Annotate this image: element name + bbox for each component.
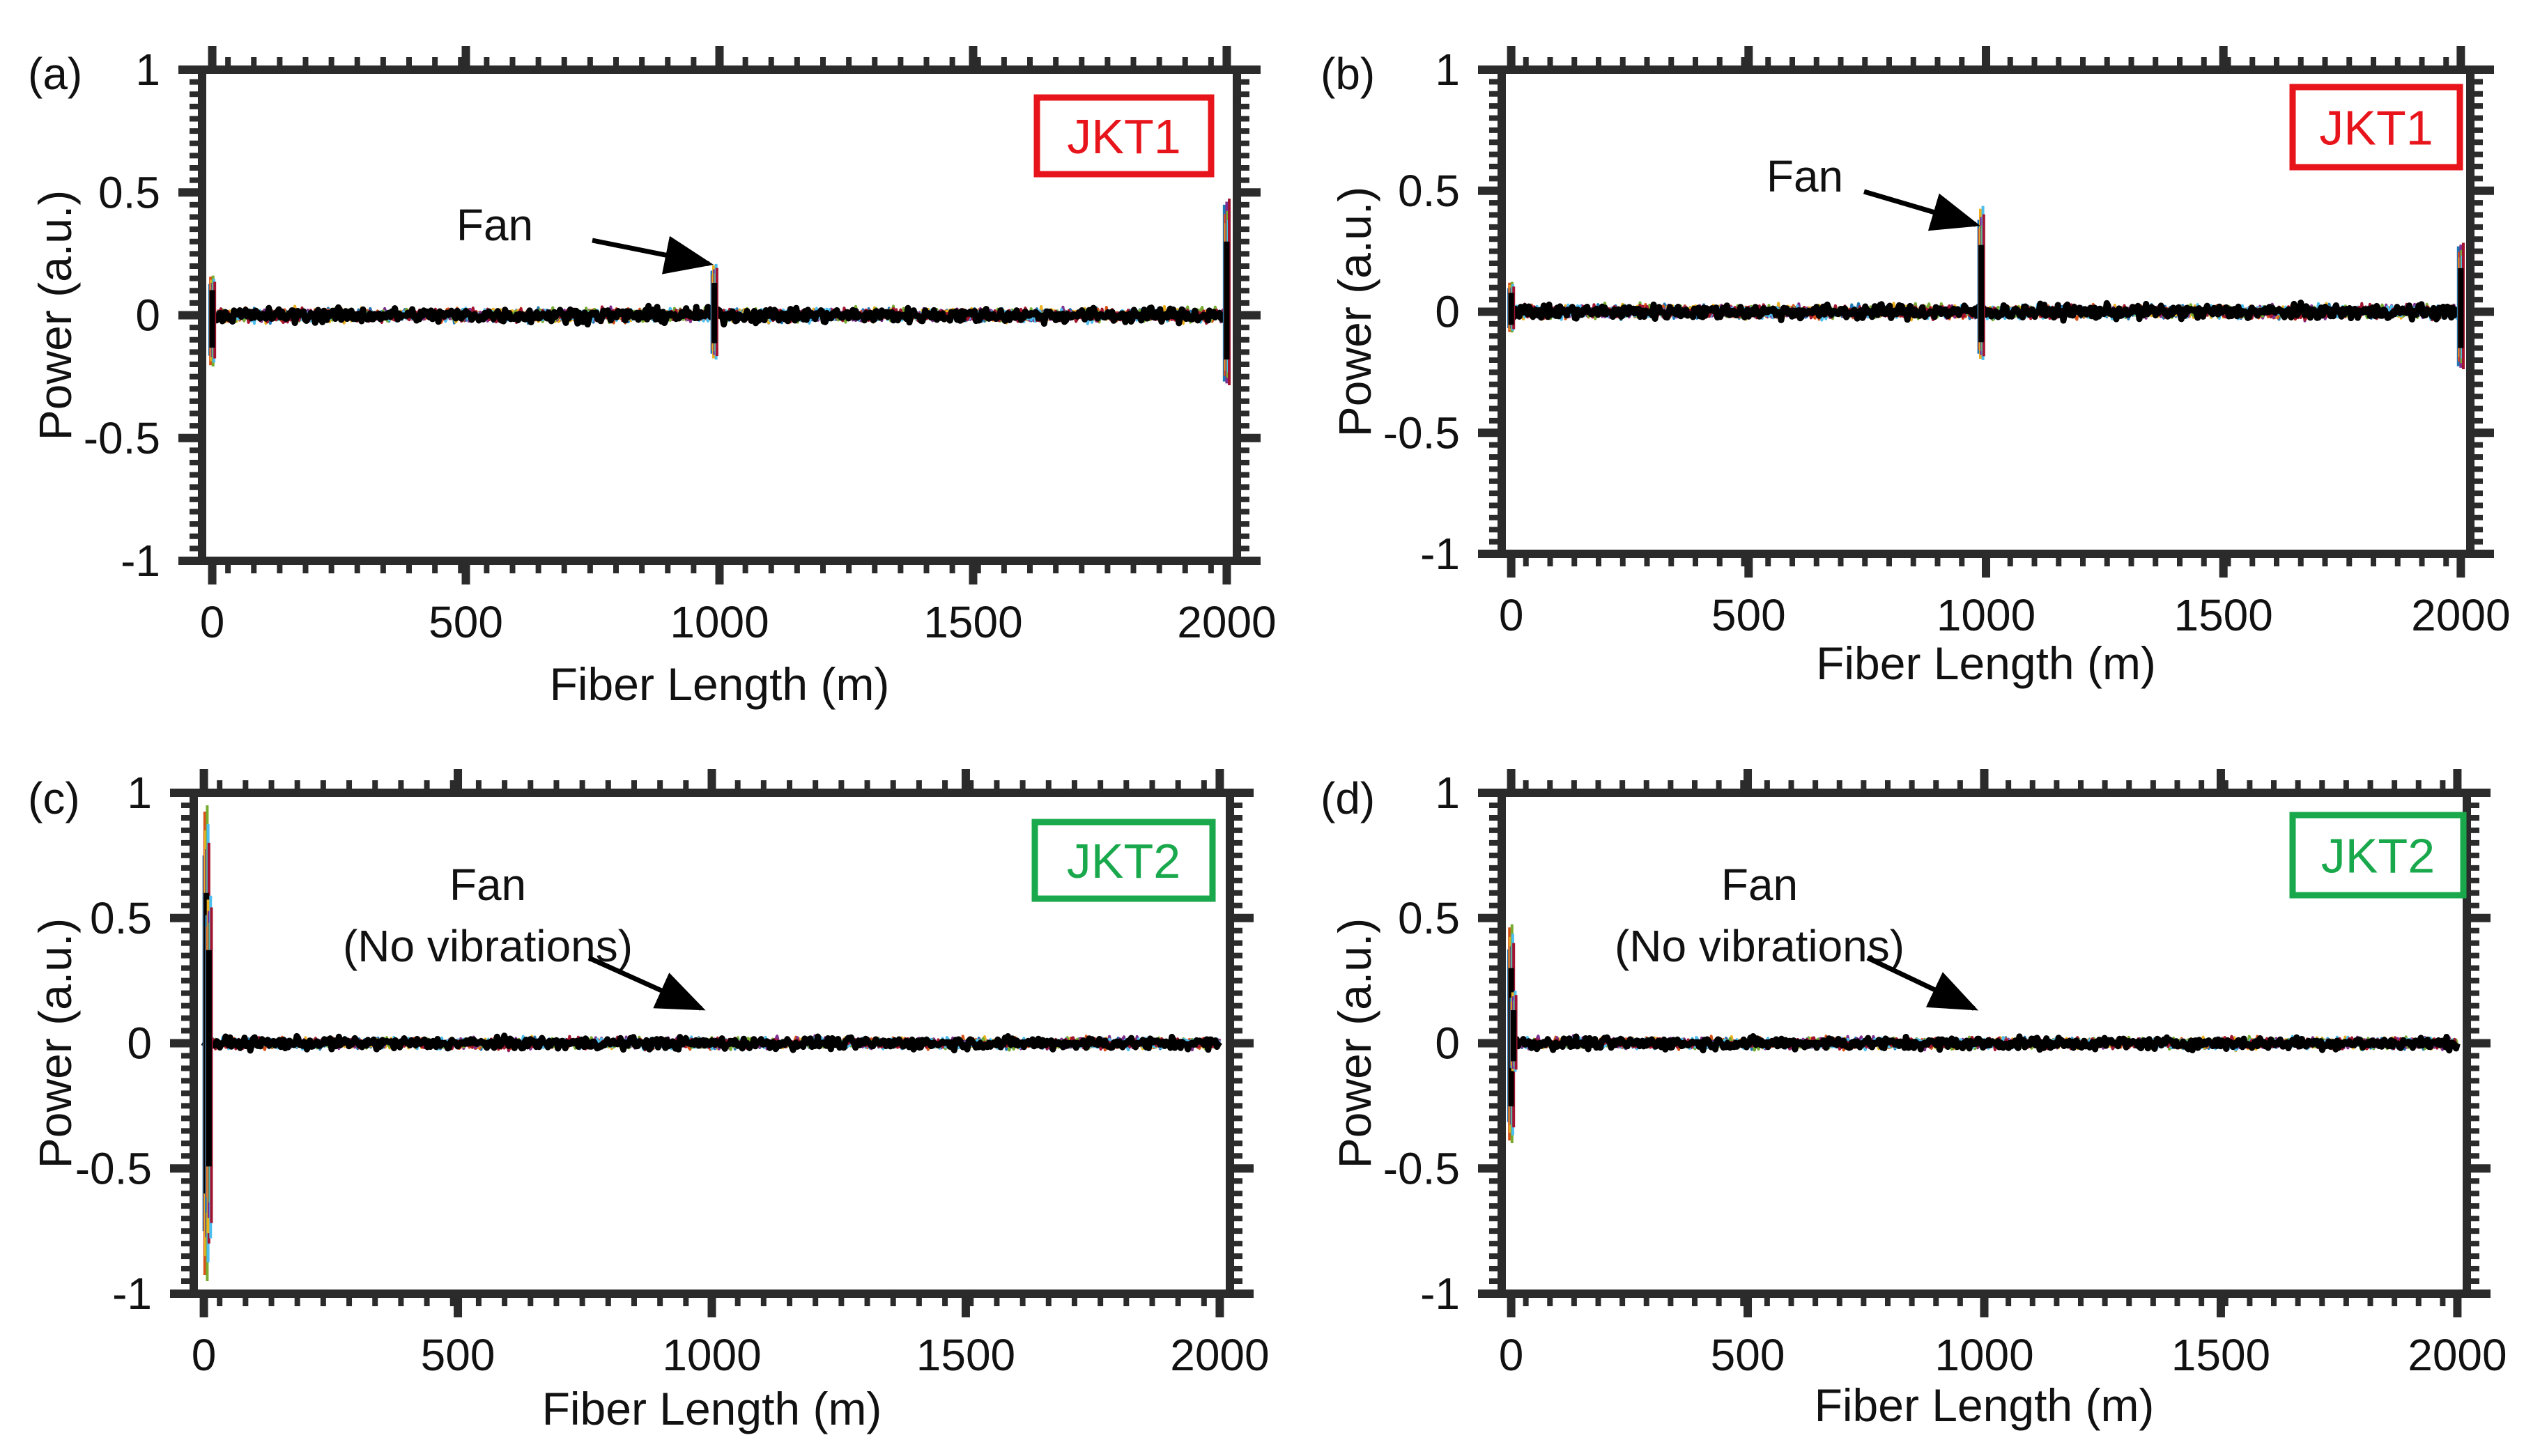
x-tick-label: 1000	[662, 1330, 761, 1380]
annotation-text: Fan	[456, 200, 533, 250]
trace-group	[1507, 924, 2461, 1143]
x-axis-title: Fiber Length (m)	[542, 1383, 882, 1434]
y-tick-label: 1	[135, 45, 160, 95]
x-tick-label: 500	[1711, 1330, 1785, 1380]
y-tick-label: -0.5	[84, 413, 160, 463]
y-tick-label: -1	[1420, 529, 1460, 579]
y-tick-label: -1	[121, 536, 160, 586]
x-tick-label: 1000	[1937, 590, 2035, 640]
annotation-text: Fan	[449, 860, 526, 910]
trace-group	[208, 199, 1231, 385]
trace-group	[201, 805, 1222, 1282]
chart-panel-b: 0 500 1000 1500 2000 -1 -0.5 0 0.5 1 Fiber Length …	[1321, 45, 2511, 689]
y-axis-title: Power (a.u.)	[1329, 187, 1380, 437]
chart-panel-c: 0 500 1000 1500 2000 -1 -0.5 0 0.5 1 Fiber Length …	[28, 768, 1270, 1434]
series-trace	[209, 302, 1229, 328]
x-tick-label: 0	[1499, 590, 1524, 640]
tag-label: JKT1	[2319, 101, 2433, 155]
x-tick-label: 500	[429, 597, 503, 647]
tag-box	[2289, 812, 2467, 899]
annotation-text: (No vibrations)	[343, 921, 633, 971]
tag-box	[1031, 819, 1216, 902]
trace-group	[1507, 206, 2465, 370]
y-tick-label: 0	[127, 1019, 152, 1069]
x-tick-label: 0	[200, 597, 225, 647]
y-axis-title: Power (a.u.)	[29, 190, 81, 440]
x-tick-label: 1500	[2171, 1330, 2270, 1380]
panel-label: (d)	[1321, 773, 1375, 823]
x-tick-label: 0	[1499, 1330, 1524, 1380]
series-trace	[1508, 1033, 2461, 1054]
x-tick-label: 1500	[2173, 590, 2272, 640]
x-tick-label: 1500	[916, 1330, 1015, 1380]
y-axis-title: Power (a.u.)	[1329, 918, 1380, 1168]
x-tick-label: 500	[421, 1330, 495, 1380]
panel-label: (b)	[1321, 49, 1375, 99]
y-tick-label: 1	[127, 768, 152, 818]
x-tick-label: 0	[192, 1330, 217, 1380]
x-tick-label: 2000	[2411, 590, 2510, 640]
annotation-text: Fan	[1767, 151, 1843, 201]
annotation-text: (No vibrations)	[1615, 921, 1904, 971]
annotation-arrow	[587, 955, 706, 1011]
y-tick-label: -1	[1420, 1269, 1460, 1319]
tag-label: JKT2	[2321, 829, 2435, 883]
x-tick-label: 2000	[1170, 1330, 1269, 1380]
y-axis-title: Power (a.u.)	[29, 918, 81, 1168]
x-axis-title: Fiber Length (m)	[550, 658, 890, 710]
series-trace	[201, 1032, 1222, 1054]
x-tick-label: 1000	[1934, 1330, 2033, 1380]
chart-panel-a: 0 500 1000 1500 2000 -1 -0.5 0 0.5 1 Fiber Length …	[28, 45, 1277, 710]
annotation-arrow	[1866, 955, 1979, 1011]
x-axis-title: Fiber Length (m)	[1816, 637, 2156, 689]
tag-label: JKT1	[1067, 109, 1180, 164]
annotation-text: Fan	[1721, 860, 1798, 910]
series-trace	[1508, 300, 2464, 324]
y-tick-label: 0.5	[1398, 893, 1460, 943]
y-tick-label: 0.5	[98, 167, 160, 217]
x-tick-label: 2000	[1177, 597, 1276, 647]
x-tick-label: 2000	[2408, 1330, 2507, 1380]
y-tick-label: 0	[135, 291, 160, 341]
x-tick-label: 1000	[670, 597, 769, 647]
y-tick-label: 0	[1435, 287, 1460, 337]
y-tick-label: 1	[1435, 768, 1460, 818]
x-tick-label: 1500	[923, 597, 1022, 647]
chart-panel-d: 0 500 1000 1500 2000 -1 -0.5 0 0.5 1 Fiber Length …	[1321, 768, 2507, 1431]
y-tick-label: -0.5	[1383, 1143, 1460, 1193]
x-axis-title: Fiber Length (m)	[1815, 1379, 2155, 1431]
y-tick-label: -1	[112, 1269, 152, 1319]
tag-label: JKT2	[1067, 834, 1180, 888]
tag-box	[1033, 94, 1215, 178]
panel-label: (c)	[28, 773, 80, 823]
x-tick-label: 500	[1711, 590, 1786, 640]
y-tick-label: -0.5	[1383, 408, 1460, 458]
y-tick-label: 0	[1435, 1019, 1460, 1069]
annotation-arrow	[1863, 189, 1980, 231]
panel-label: (a)	[28, 49, 82, 99]
y-tick-label: 0.5	[90, 893, 152, 943]
y-tick-label: 0.5	[1398, 166, 1460, 216]
annotation-arrow	[592, 235, 714, 274]
y-tick-label: -0.5	[75, 1143, 152, 1193]
y-tick-label: 1	[1435, 45, 1460, 95]
tag-box	[2289, 84, 2463, 171]
